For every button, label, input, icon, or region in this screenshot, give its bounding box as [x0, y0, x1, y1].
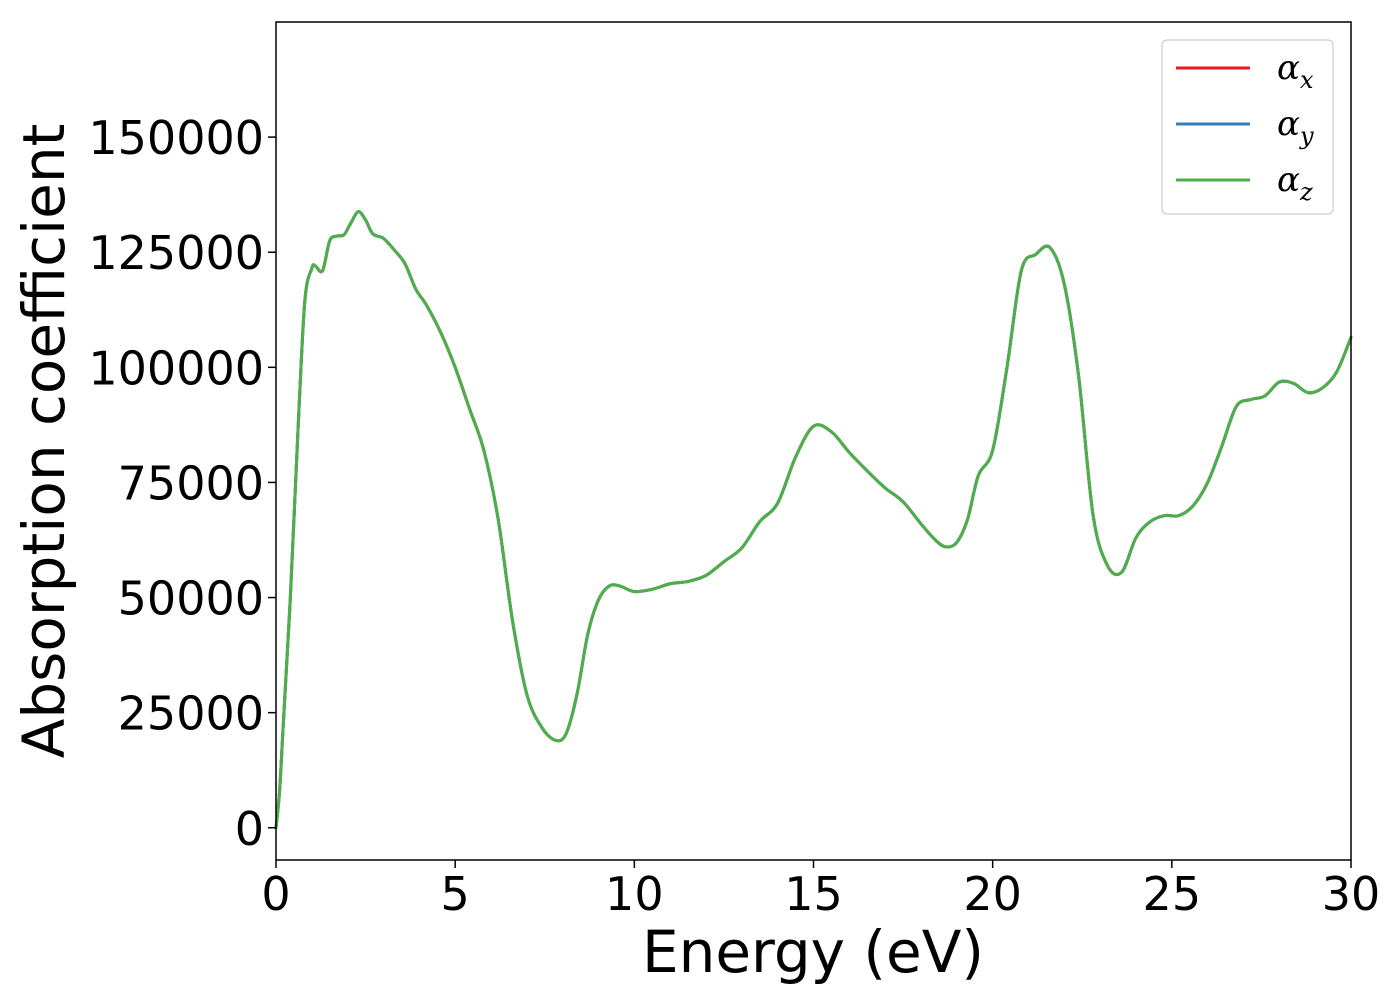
y-tick-label: 75000	[118, 456, 264, 510]
x-tick-label: 15	[784, 867, 843, 921]
legend-label-2: αy	[1277, 104, 1314, 150]
y-tick-label: 25000	[118, 687, 264, 741]
x-tick-label: 0	[261, 867, 290, 921]
x-axis-title: Energy (eV)	[642, 918, 984, 986]
y-tick-label: 50000	[118, 572, 264, 626]
x-tick-label: 20	[963, 867, 1022, 921]
y-tick-label: 0	[235, 802, 264, 856]
legend-frame	[1161, 39, 1334, 215]
series-line-3	[274, 210, 1353, 830]
series-line-1	[274, 210, 1353, 830]
x-tick-label: 10	[605, 867, 664, 921]
series-layer	[274, 210, 1353, 830]
y-tick-label: 125000	[88, 226, 264, 280]
legend-label-3: αz	[1277, 160, 1313, 206]
legend: αx αy αz	[1161, 39, 1334, 215]
series-line-2	[274, 210, 1353, 830]
x-tick-label: 30	[1322, 867, 1381, 921]
y-axis-title: Absorption coefficient	[10, 124, 78, 759]
y-tick-label: 100000	[88, 341, 264, 395]
y-tick-label: 150000	[88, 111, 264, 165]
x-axis: 0 5 10 15 20 25 30	[261, 860, 1380, 921]
legend-label-1: αx	[1277, 48, 1314, 94]
x-tick-label: 5	[441, 867, 470, 921]
x-tick-label: 25	[1143, 867, 1202, 921]
y-axis: 0 25000 50000 75000 100000 125000 150000	[88, 111, 276, 856]
